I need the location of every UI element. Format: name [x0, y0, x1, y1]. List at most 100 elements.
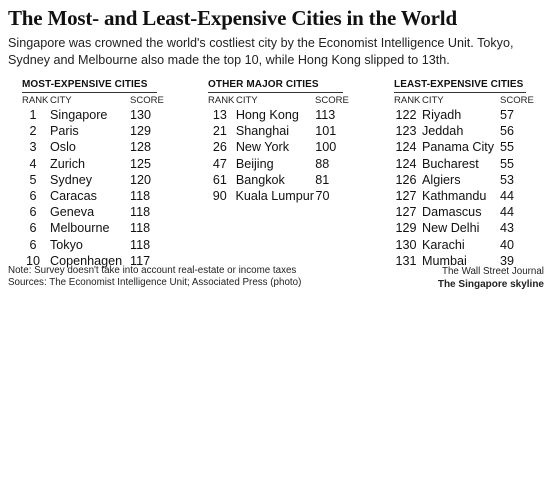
rank-cell: 4 [29, 156, 37, 171]
score-cell: 53 [500, 172, 515, 187]
city-cell: Beijing [235, 156, 274, 171]
rank-cell: 10 [25, 253, 40, 268]
score-cell: 100 [315, 140, 337, 155]
city-cell: Bucharest [422, 156, 479, 171]
rank-cell: 6 [29, 221, 37, 236]
table-heading: MOST-EXPENSIVE CITIES [22, 79, 157, 93]
score-cell: 88 [315, 156, 330, 171]
table-row: 130 Karachi 40 [394, 237, 526, 253]
city-cell: Sydney [50, 172, 93, 187]
page-title: The Most- and Least-Expensive Cities in … [8, 6, 457, 30]
score-cell: 70 [315, 188, 330, 203]
score-cell: 118 [130, 237, 151, 252]
rank-cell: 61 [212, 172, 227, 187]
table-row: 61 Bangkok 81 [208, 172, 343, 188]
score-cell: 81 [315, 172, 330, 187]
score-cell: 55 [500, 156, 515, 171]
table-row: 13 Hong Kong 113 [208, 107, 343, 123]
score-cell: 118 [130, 221, 151, 236]
rank-cell: 130 [395, 237, 417, 252]
subtitle: Singapore was crowned the world's costli… [8, 36, 514, 67]
city-cell: Karachi [422, 237, 465, 252]
column-headers: RANK CITY SCORE [22, 95, 164, 107]
city-cell: Hong Kong [235, 108, 299, 122]
rank-cell: 3 [29, 140, 37, 155]
city-cell: Kathmandu [422, 188, 487, 203]
city-cell: New York [235, 140, 290, 155]
rank-cell: 127 [395, 188, 417, 203]
credit: The Wall Street Journal The Singapore sk… [438, 265, 544, 291]
score-cell: 56 [500, 124, 515, 139]
score-cell: 130 [130, 108, 152, 122]
column-headers: RANK CITY SCORE [394, 95, 534, 107]
score-cell: 57 [500, 108, 515, 122]
city-cell: Singapore [50, 108, 108, 122]
table-row: 123 Jeddah 56 [394, 123, 526, 139]
score-cell: 118 [130, 188, 151, 203]
score-cell: 125 [130, 156, 152, 171]
table-row: 5 Sydney 120 [22, 172, 157, 188]
rank-cell: 127 [395, 205, 417, 220]
table-row: 90 Kuala Lumpur 70 [208, 188, 343, 204]
score-cell: 118 [130, 205, 151, 220]
city-cell: Kuala Lumpur [235, 188, 314, 203]
rank-cell: 6 [29, 205, 37, 220]
rank-cell: 131 [395, 253, 417, 268]
least-expensive-table: LEAST-EXPENSIVE CITIES RANK CITY SCORE 1… [394, 79, 534, 269]
table-row: 126 Algiers 53 [394, 172, 526, 188]
rank-cell: 1 [29, 108, 37, 122]
rank-cell: 6 [29, 237, 37, 252]
rank-cell: 126 [395, 172, 417, 187]
rank-cell: 124 [395, 156, 417, 171]
score-column-header: SCORE [500, 95, 534, 106]
rank-cell: 2 [29, 124, 37, 139]
rank-cell: 21 [212, 124, 227, 139]
table-row: 2 Paris 129 [22, 123, 157, 139]
table-row: 6 Tokyo 118 [22, 237, 157, 253]
city-cell: Paris [50, 124, 79, 139]
table-row: 129 New Delhi 43 [394, 220, 526, 236]
score-cell: 40 [500, 237, 515, 252]
city-cell: New Delhi [422, 221, 480, 236]
table-row: 10 Copenhagen 117 [22, 253, 157, 269]
score-cell: 44 [500, 188, 515, 203]
rank-cell: 129 [395, 221, 417, 236]
rank-cell: 122 [395, 108, 417, 122]
rank-cell: 124 [395, 140, 417, 155]
rank-cell: 123 [395, 124, 417, 139]
city-cell: Copenhagen [50, 253, 123, 268]
table-row: 127 Kathmandu 44 [394, 188, 526, 204]
singapore-skyline-photo [0, 258, 554, 483]
city-cell: Panama City [422, 140, 495, 155]
score-column-header: SCORE [315, 95, 349, 106]
city-cell: Caracas [50, 188, 97, 203]
column-headers: RANK CITY SCORE [208, 95, 349, 107]
rank-cell: 90 [212, 188, 227, 203]
score-cell: 101 [315, 124, 337, 139]
city-cell: Geneva [50, 205, 95, 220]
score-cell: 120 [130, 172, 152, 187]
footnote: Note: Survey doesn't take into account r… [8, 265, 301, 289]
city-cell: Mumbai [422, 253, 467, 268]
rank-cell: 26 [212, 140, 227, 155]
rank-cell: 47 [212, 156, 227, 171]
score-cell: 43 [500, 221, 515, 236]
table-heading: LEAST-EXPENSIVE CITIES [394, 79, 526, 93]
table-row: 1 Singapore 130 [22, 107, 157, 123]
score-cell: 55 [500, 140, 515, 155]
score-cell: 128 [130, 140, 152, 155]
table-row: 3 Oslo 128 [22, 139, 157, 155]
city-cell: Algiers [422, 172, 461, 187]
city-cell: Damascus [422, 205, 482, 220]
publisher-credit: The Wall Street Journal [441, 266, 544, 277]
city-cell: Zurich [50, 156, 85, 171]
rank-column-header: RANK [208, 95, 235, 106]
city-cell: Shanghai [235, 124, 290, 139]
other-major-table: OTHER MAJOR CITIES RANK CITY SCORE 13 Hon… [208, 79, 349, 204]
table-row: 6 Geneva 118 [22, 204, 157, 220]
table-row: 127 Damascus 44 [394, 204, 526, 220]
score-cell: 129 [130, 124, 152, 139]
city-column-header: CITY [50, 95, 72, 106]
city-column-header: CITY [422, 95, 444, 106]
